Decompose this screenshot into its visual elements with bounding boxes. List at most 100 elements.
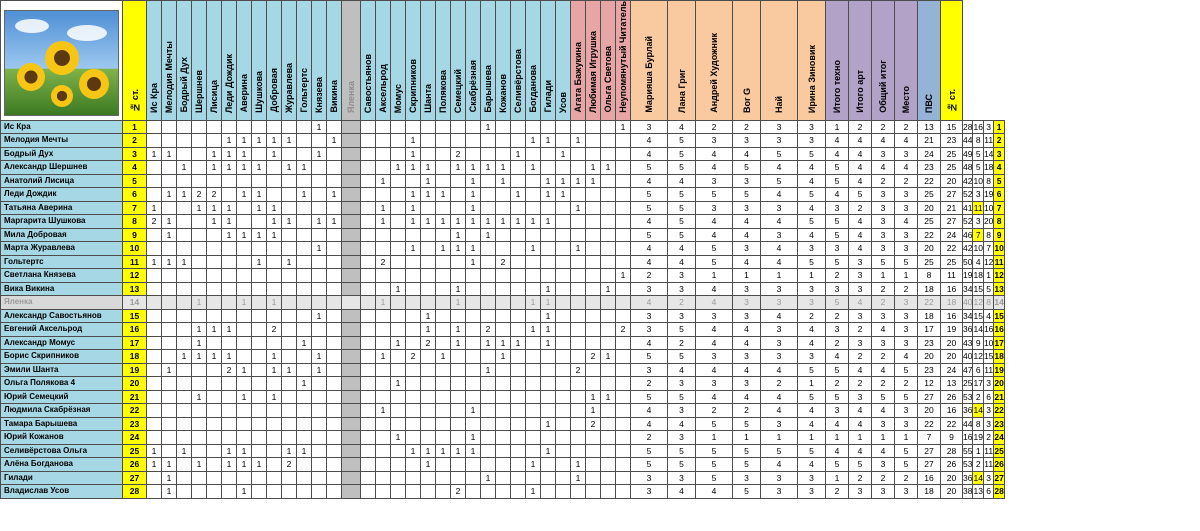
vote-cell[interactable] [221,308,237,324]
participant-number-right[interactable]: 5 [993,173,1005,189]
column-header[interactable]: Най [760,0,798,121]
score-cell[interactable]: 5 [695,443,733,459]
score-cell[interactable]: 4 [667,173,696,189]
vote-cell[interactable] [191,443,207,459]
column-header[interactable]: Любимая Игрушка [585,0,601,121]
score-cell[interactable]: 5 [667,389,696,405]
total-cell[interactable]: 2 [982,430,995,445]
total-cell[interactable]: 15 [972,308,984,324]
vote-cell[interactable]: 1 [146,146,162,162]
score-cell[interactable]: 4 [760,241,798,256]
score-cell[interactable]: 3 [732,470,761,486]
total-cell[interactable]: 27 [917,457,941,472]
score-cell[interactable]: 5 [695,187,733,202]
score-cell[interactable]: 4 [894,349,918,364]
score-cell[interactable]: 4 [797,403,826,418]
vote-cell[interactable] [251,403,267,418]
vote-cell[interactable] [326,430,342,445]
vote-cell[interactable] [495,146,511,162]
vote-cell[interactable] [326,335,342,351]
vote-cell[interactable] [206,227,222,243]
vote-cell[interactable] [570,146,586,162]
vote-cell[interactable] [510,281,526,297]
vote-cell[interactable] [326,268,342,283]
score-cell[interactable]: 3 [871,200,895,216]
vote-cell[interactable] [585,281,601,297]
vote-cell[interactable] [435,200,451,216]
vote-cell[interactable] [161,133,177,148]
vote-cell[interactable] [296,430,312,445]
vote-cell[interactable] [555,281,571,297]
score-cell[interactable]: 5 [667,187,696,202]
vote-cell[interactable] [206,335,222,351]
vote-cell[interactable] [146,416,162,432]
vote-cell[interactable] [236,470,252,486]
vote-cell[interactable] [525,389,541,405]
vote-cell[interactable] [555,376,571,391]
score-cell[interactable]: 2 [871,173,895,189]
vote-cell[interactable]: 1 [420,308,436,324]
vote-cell[interactable] [465,484,481,499]
score-cell[interactable]: 3 [667,268,696,283]
total-cell[interactable]: 19 [940,322,963,337]
participant-number[interactable]: 18 [122,349,147,364]
vote-cell[interactable] [540,254,556,270]
participant-number-right[interactable]: 15 [993,308,1005,324]
participant-number-right[interactable]: 26 [993,457,1005,472]
score-cell[interactable]: 3 [871,187,895,202]
total-cell[interactable]: 5 [972,160,984,175]
column-header[interactable]: Скрипников [405,0,421,121]
participant-number-right[interactable]: 21 [993,389,1005,405]
vote-cell[interactable] [390,119,406,135]
vote-cell[interactable] [525,281,541,297]
vote-cell[interactable] [495,295,511,310]
total-cell[interactable]: 36 [961,470,974,486]
vote-cell[interactable] [555,295,571,310]
vote-cell[interactable]: 1 [465,214,481,229]
vote-cell[interactable] [465,470,481,486]
vote-cell[interactable] [495,443,511,459]
vote-cell[interactable]: 1 [495,335,511,351]
vote-cell[interactable] [176,119,192,135]
vote-cell[interactable]: 1 [570,133,586,148]
score-cell[interactable]: 3 [894,241,918,256]
score-cell[interactable]: 3 [848,268,872,283]
vote-cell[interactable]: 1 [525,457,541,472]
vote-cell[interactable] [390,214,406,229]
score-cell[interactable]: 4 [871,133,895,148]
vote-cell[interactable] [570,376,586,391]
vote-cell[interactable] [405,430,421,445]
total-cell[interactable]: 23 [917,335,941,351]
vote-cell[interactable] [585,268,601,283]
column-header[interactable]: Журавлева [281,0,297,121]
score-cell[interactable]: 3 [630,484,668,499]
vote-cell[interactable] [510,322,526,337]
vote-cell[interactable] [311,254,327,270]
vote-cell[interactable] [540,268,556,283]
vote-cell[interactable] [191,227,207,243]
vote-cell[interactable]: 1 [420,160,436,175]
vote-cell[interactable] [191,376,207,391]
vote-cell[interactable] [450,119,466,135]
vote-cell[interactable] [266,484,282,499]
participant-number-right[interactable]: 25 [993,443,1005,459]
vote-cell[interactable] [570,416,586,432]
vote-cell[interactable] [311,322,327,337]
total-cell[interactable]: 8 [972,416,984,432]
vote-cell[interactable]: 1 [570,200,586,216]
score-cell[interactable]: 3 [825,241,849,256]
vote-cell[interactable] [176,470,192,486]
vote-cell[interactable]: 1 [311,308,327,324]
column-header[interactable]: Полякова [435,0,451,121]
vote-cell[interactable]: 1 [311,214,327,229]
vote-cell[interactable] [206,484,222,499]
gap-cell[interactable] [341,281,361,297]
score-cell[interactable]: 3 [760,295,798,310]
vote-cell[interactable] [390,457,406,472]
participant-name[interactable]: Александр Савостьянов [0,308,123,324]
participant-number[interactable]: 2 [122,133,147,148]
vote-cell[interactable]: 1 [191,349,207,364]
score-cell[interactable]: 2 [760,376,798,391]
score-cell[interactable]: 2 [695,119,733,135]
total-cell[interactable]: 11 [982,443,995,459]
